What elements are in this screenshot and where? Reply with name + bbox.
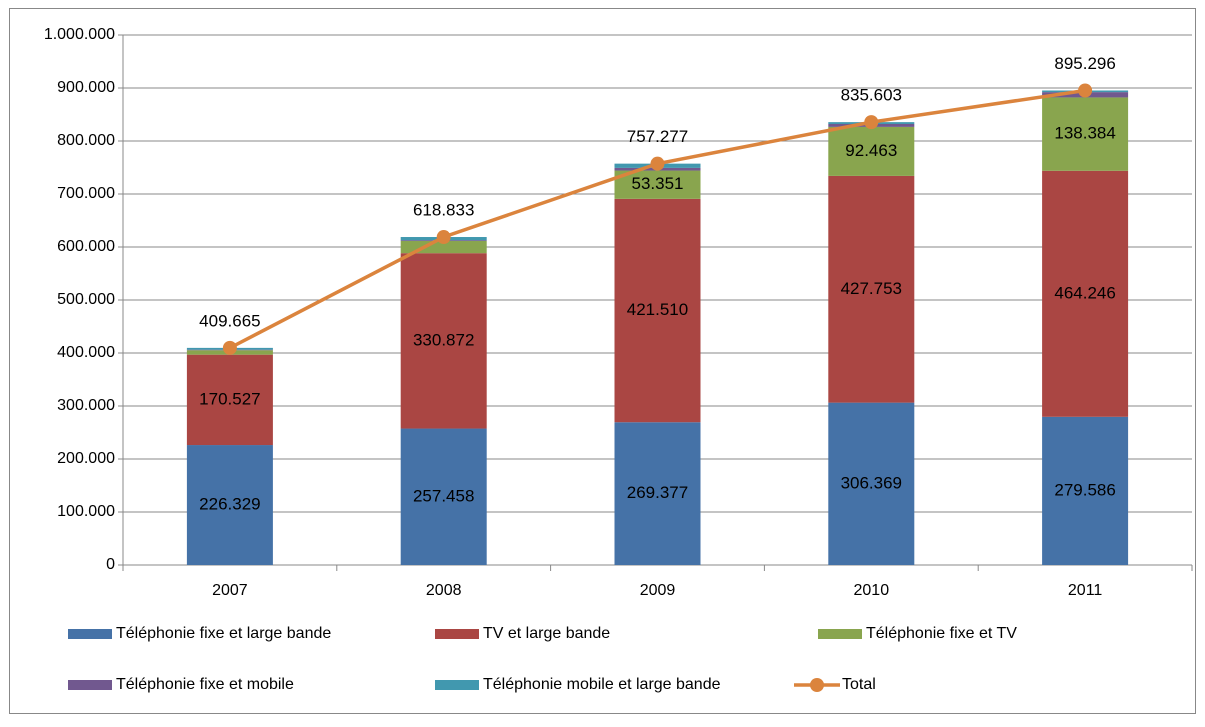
y-tick-label: 400.000 [57, 344, 115, 361]
data-label: 138.384 [1054, 124, 1115, 143]
legend-swatch [68, 680, 112, 690]
legend-swatch [68, 629, 112, 639]
data-label: 306.369 [841, 473, 902, 492]
y-tick-label: 500.000 [57, 291, 115, 308]
total-marker [222, 340, 237, 355]
y-tick-label: 800.000 [57, 132, 115, 149]
legend-label: Total [842, 676, 876, 693]
data-label: 835.603 [841, 86, 902, 105]
data-label: 92.463 [845, 141, 897, 160]
legend-marker [810, 678, 824, 692]
data-label: 53.351 [632, 174, 684, 193]
total-marker [436, 230, 451, 245]
y-tick-label: 100.000 [57, 503, 115, 520]
data-label: 257.458 [413, 486, 474, 505]
bar-segment [1042, 416, 1129, 565]
y-tick-label: 200.000 [57, 450, 115, 467]
data-label: 269.377 [627, 483, 688, 502]
legend-swatch [435, 629, 479, 639]
legend-label: TV et large bande [483, 625, 610, 642]
x-tick-label: 2011 [1068, 582, 1103, 599]
legend-swatch [435, 680, 479, 690]
data-label: 895.296 [1054, 54, 1115, 73]
y-tick-label: 900.000 [57, 79, 115, 96]
data-label: 226.329 [199, 495, 260, 514]
data-label: 421.510 [627, 300, 688, 319]
data-label: 409.665 [199, 311, 260, 330]
total-marker [864, 115, 879, 130]
bar-segment [828, 126, 915, 176]
bar-segment [828, 402, 915, 565]
bar-segment [828, 175, 915, 403]
total-marker [1078, 83, 1093, 98]
x-tick-label: 2009 [640, 582, 676, 599]
legend-label: Téléphonie mobile et large bande [483, 676, 721, 693]
y-tick-label: 700.000 [57, 185, 115, 202]
y-tick-label: 0 [106, 556, 115, 573]
data-label: 279.586 [1054, 480, 1115, 499]
bar-segment [614, 198, 701, 423]
bar-segment [400, 253, 487, 429]
legend-label: Téléphonie fixe et large bande [116, 625, 331, 642]
bar-segment [614, 422, 701, 565]
bar-segment [400, 428, 487, 565]
bar-segment [186, 445, 273, 565]
data-label: 170.527 [199, 389, 260, 408]
bar-segment [1042, 170, 1129, 417]
data-label: 618.833 [413, 201, 474, 220]
total-marker [650, 156, 665, 171]
x-tick-label: 2008 [426, 582, 462, 599]
data-label: 427.753 [841, 279, 902, 298]
legend-label: Téléphonie fixe et mobile [116, 676, 294, 693]
data-label: 464.246 [1054, 283, 1115, 302]
y-tick-label: 1.000.000 [44, 26, 115, 43]
data-label: 757.277 [627, 127, 688, 146]
bar-segment [1042, 97, 1129, 171]
x-tick-label: 2007 [212, 582, 248, 599]
y-tick-label: 300.000 [57, 397, 115, 414]
y-tick-label: 600.000 [57, 238, 115, 255]
data-label: 330.872 [413, 330, 474, 349]
bar-segment [186, 354, 273, 446]
legend-swatch [818, 629, 862, 639]
legend-label: Téléphonie fixe et TV [866, 625, 1017, 642]
x-tick-label: 2010 [854, 582, 890, 599]
